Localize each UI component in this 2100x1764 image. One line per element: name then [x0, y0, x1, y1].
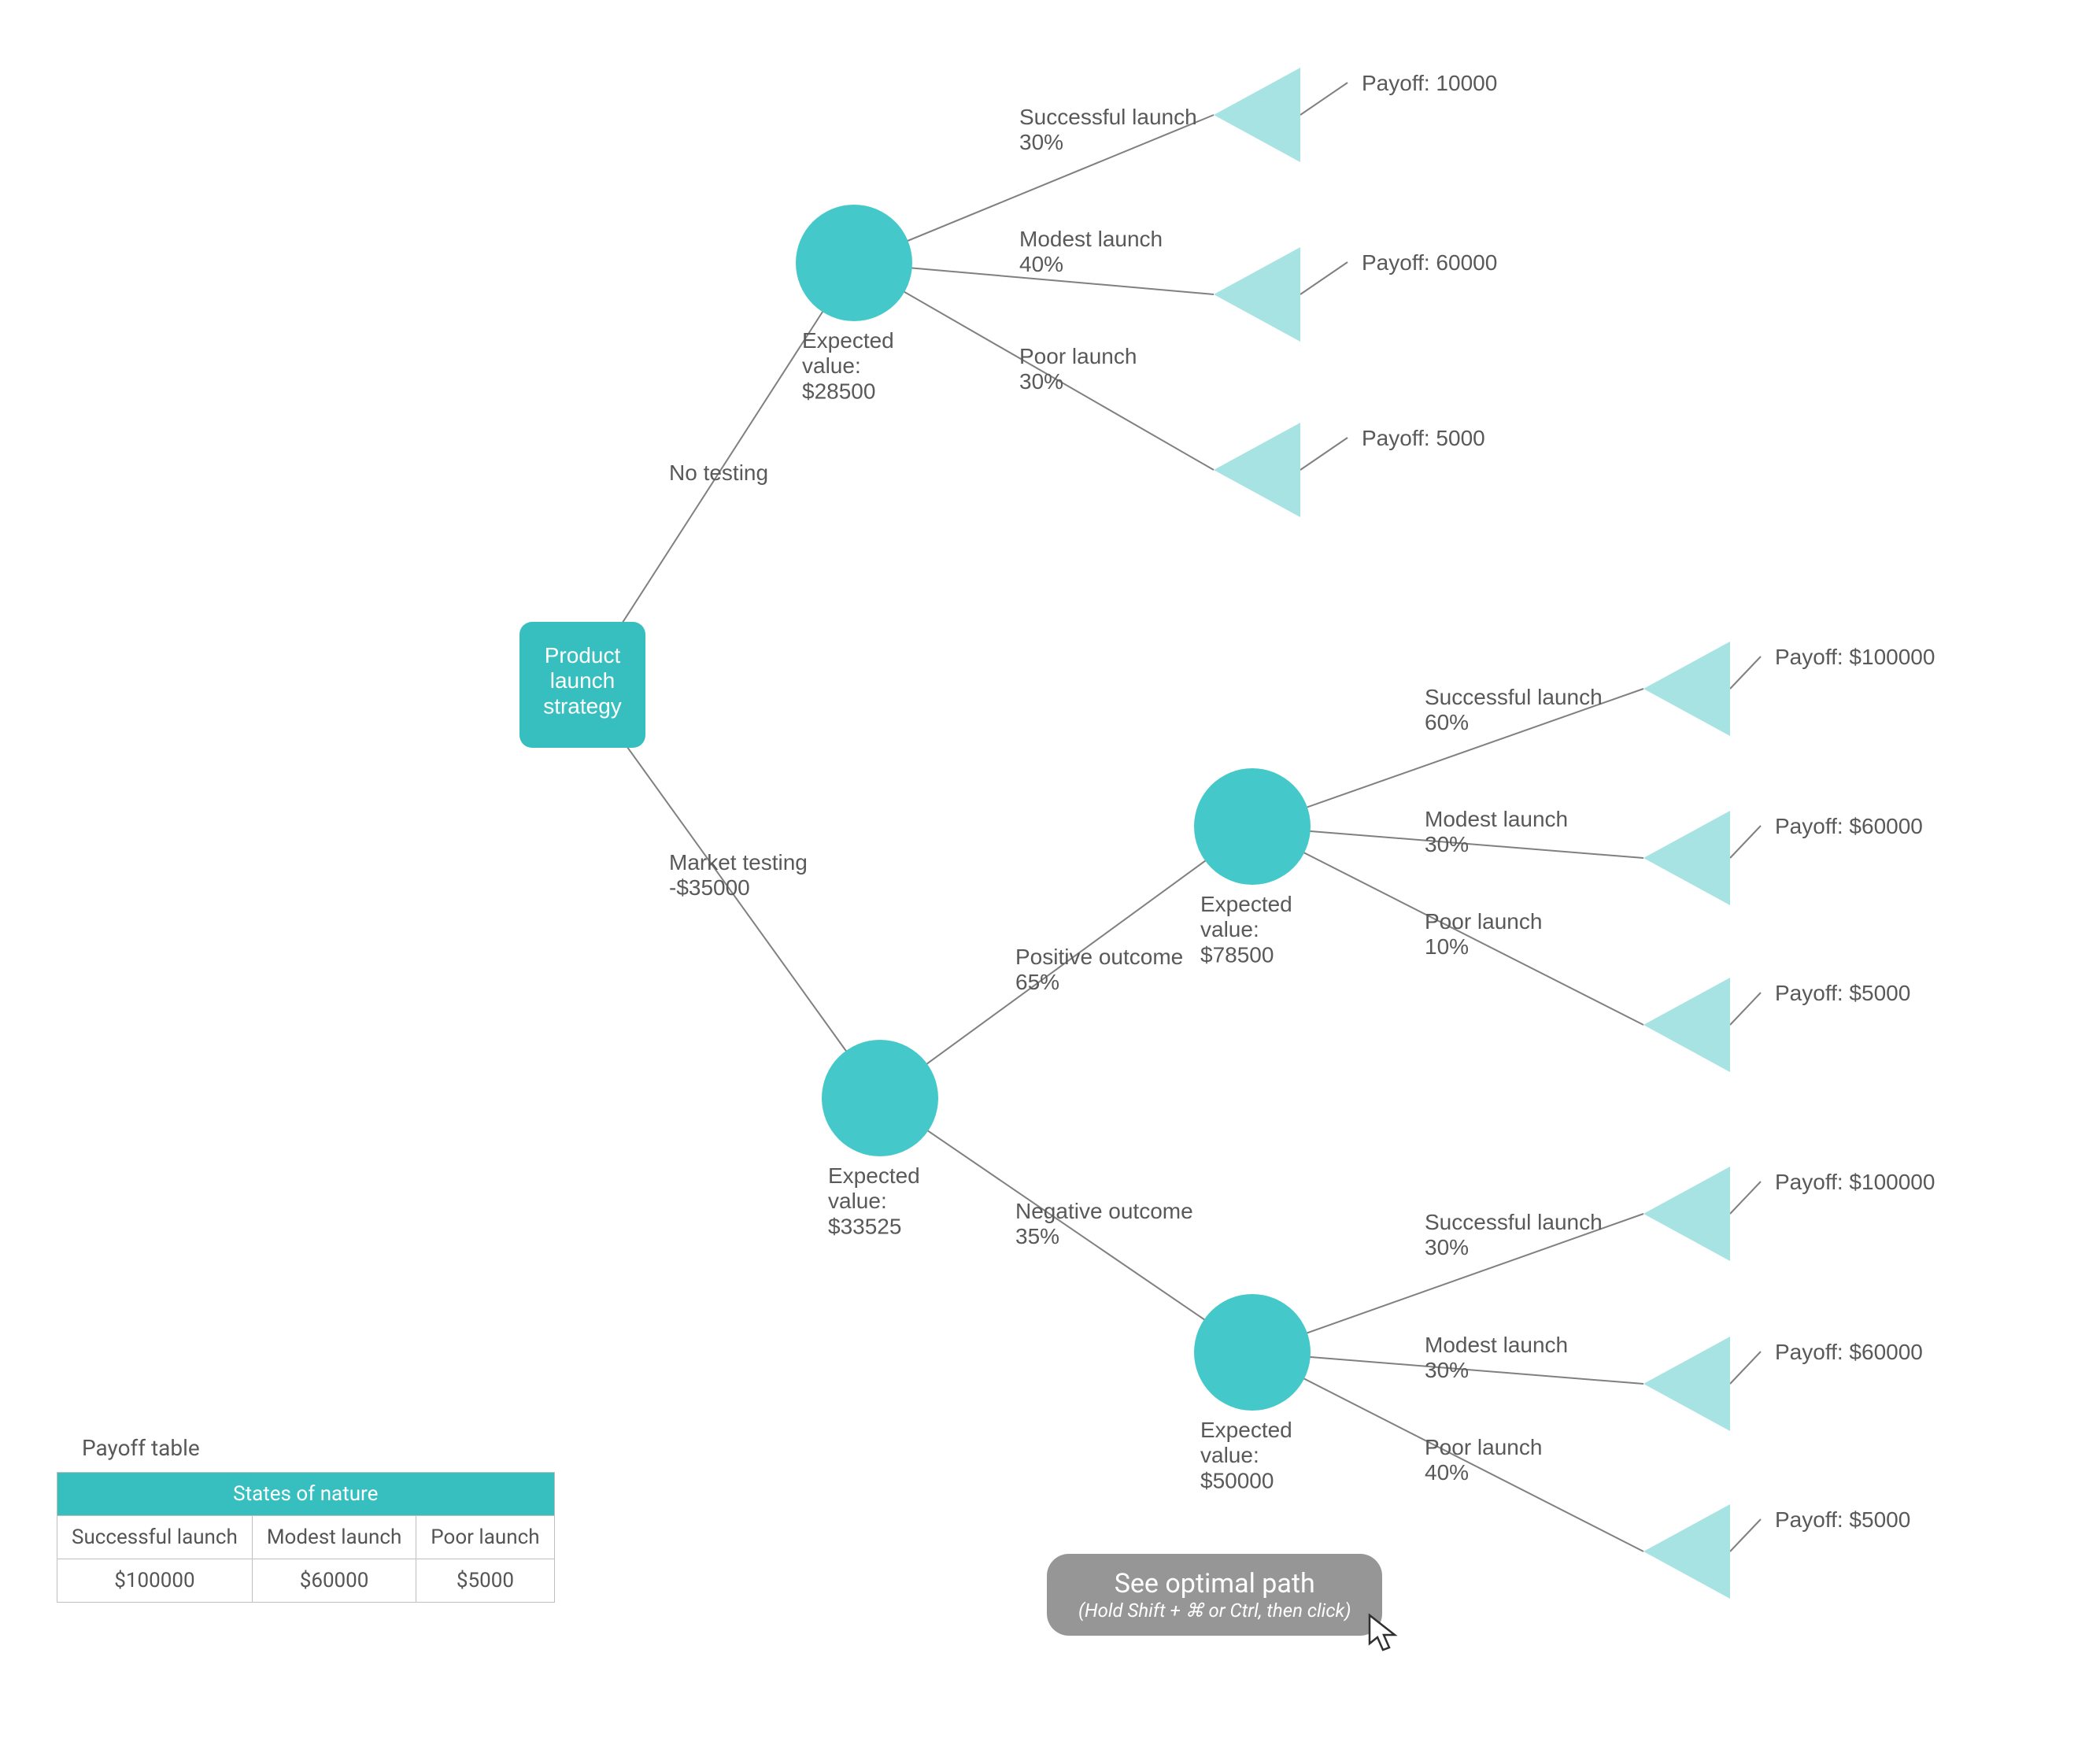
edge-label: Successful launch30%	[1019, 105, 1197, 154]
edge	[880, 1098, 1252, 1352]
payoff-label: Payoff: $5000	[1775, 981, 1910, 1005]
col-poor: Poor launch	[416, 1516, 554, 1559]
edge	[1730, 993, 1761, 1025]
edge-label: Successful launch60%	[1425, 685, 1603, 734]
chance-node: Expectedvalue:$78500	[1194, 768, 1311, 967]
chance-label: Expectedvalue:$28500	[802, 328, 894, 403]
terminal-node	[1643, 642, 1730, 736]
edge	[1300, 438, 1348, 470]
edge-label: Negative outcome35%	[1015, 1199, 1193, 1248]
payoff-table-container: Payoff table States of nature Successful…	[57, 1435, 555, 1603]
cursor-icon	[1363, 1612, 1414, 1662]
edge-label: Poor launch30%	[1019, 344, 1137, 394]
payoff-table-title: Payoff table	[82, 1435, 555, 1461]
payoff-label: Payoff: $60000	[1775, 1340, 1923, 1364]
terminal-node	[1643, 1167, 1730, 1261]
terminal-node	[1643, 1504, 1730, 1599]
see-optimal-path-button[interactable]: See optimal path (Hold Shift + ⌘ or Ctrl…	[1047, 1554, 1382, 1636]
edge-label: Poor launch10%	[1425, 909, 1542, 959]
chance-label: Expectedvalue:$78500	[1200, 892, 1292, 967]
edge-label: Modest launch30%	[1425, 807, 1568, 856]
chance-node: Expectedvalue:$28500	[796, 205, 912, 403]
edge	[1730, 656, 1761, 689]
button-label: See optimal path	[1078, 1568, 1351, 1599]
chance-node: Expectedvalue:$33525	[822, 1040, 938, 1238]
payoff-label: Payoff: $60000	[1775, 814, 1923, 838]
edge-label: Modest launch40%	[1019, 227, 1163, 276]
edge-label: No testing	[669, 460, 768, 485]
edge	[1730, 1352, 1761, 1384]
edge-label: Positive outcome65%	[1015, 945, 1183, 994]
edge	[1300, 83, 1348, 115]
payoff-table: States of nature Successful launch Modes…	[57, 1472, 555, 1603]
payoff-label: Payoff: 5000	[1362, 426, 1485, 450]
terminal-node	[1214, 423, 1300, 517]
edge-label: Market testing-$35000	[669, 850, 808, 900]
col-successful: Successful launch	[57, 1516, 253, 1559]
terminal-node	[1643, 811, 1730, 905]
edge-label: Modest launch30%	[1425, 1333, 1568, 1382]
col-modest: Modest launch	[252, 1516, 416, 1559]
edge-label: Successful launch30%	[1425, 1210, 1603, 1259]
val-modest: $60000	[252, 1559, 416, 1603]
terminal-node	[1643, 978, 1730, 1072]
optimal-path-button-wrap: See optimal path (Hold Shift + ⌘ or Ctrl…	[1047, 1554, 1382, 1636]
payoff-label: Payoff: $5000	[1775, 1507, 1910, 1532]
chance-label: Expectedvalue:$50000	[1200, 1418, 1292, 1492]
val-poor: $5000	[416, 1559, 554, 1603]
edge-label: Poor launch40%	[1425, 1435, 1542, 1485]
val-successful: $100000	[57, 1559, 253, 1603]
terminal-node	[1214, 68, 1300, 162]
table-row: $100000 $60000 $5000	[57, 1559, 555, 1603]
edge	[1730, 1519, 1761, 1551]
terminal-node	[1214, 247, 1300, 342]
decision-node: Productlaunchstrategy	[519, 622, 645, 748]
payoff-label: Payoff: 10000	[1362, 71, 1497, 95]
edge	[1300, 262, 1348, 294]
terminal-node	[1643, 1337, 1730, 1431]
payoff-label: Payoff: $100000	[1775, 645, 1935, 669]
button-sublabel: (Hold Shift + ⌘ or Ctrl, then click)	[1078, 1599, 1351, 1622]
edge	[1730, 1182, 1761, 1214]
payoff-label: Payoff: 60000	[1362, 250, 1497, 275]
payoff-table-header: States of nature	[57, 1473, 555, 1516]
chance-node: Expectedvalue:$50000	[1194, 1294, 1311, 1492]
payoff-label: Payoff: $100000	[1775, 1170, 1935, 1194]
table-row: Successful launch Modest launch Poor lau…	[57, 1516, 555, 1559]
edge	[1730, 826, 1761, 858]
chance-label: Expectedvalue:$33525	[828, 1163, 920, 1238]
decision-label: Productlaunchstrategy	[543, 643, 622, 718]
